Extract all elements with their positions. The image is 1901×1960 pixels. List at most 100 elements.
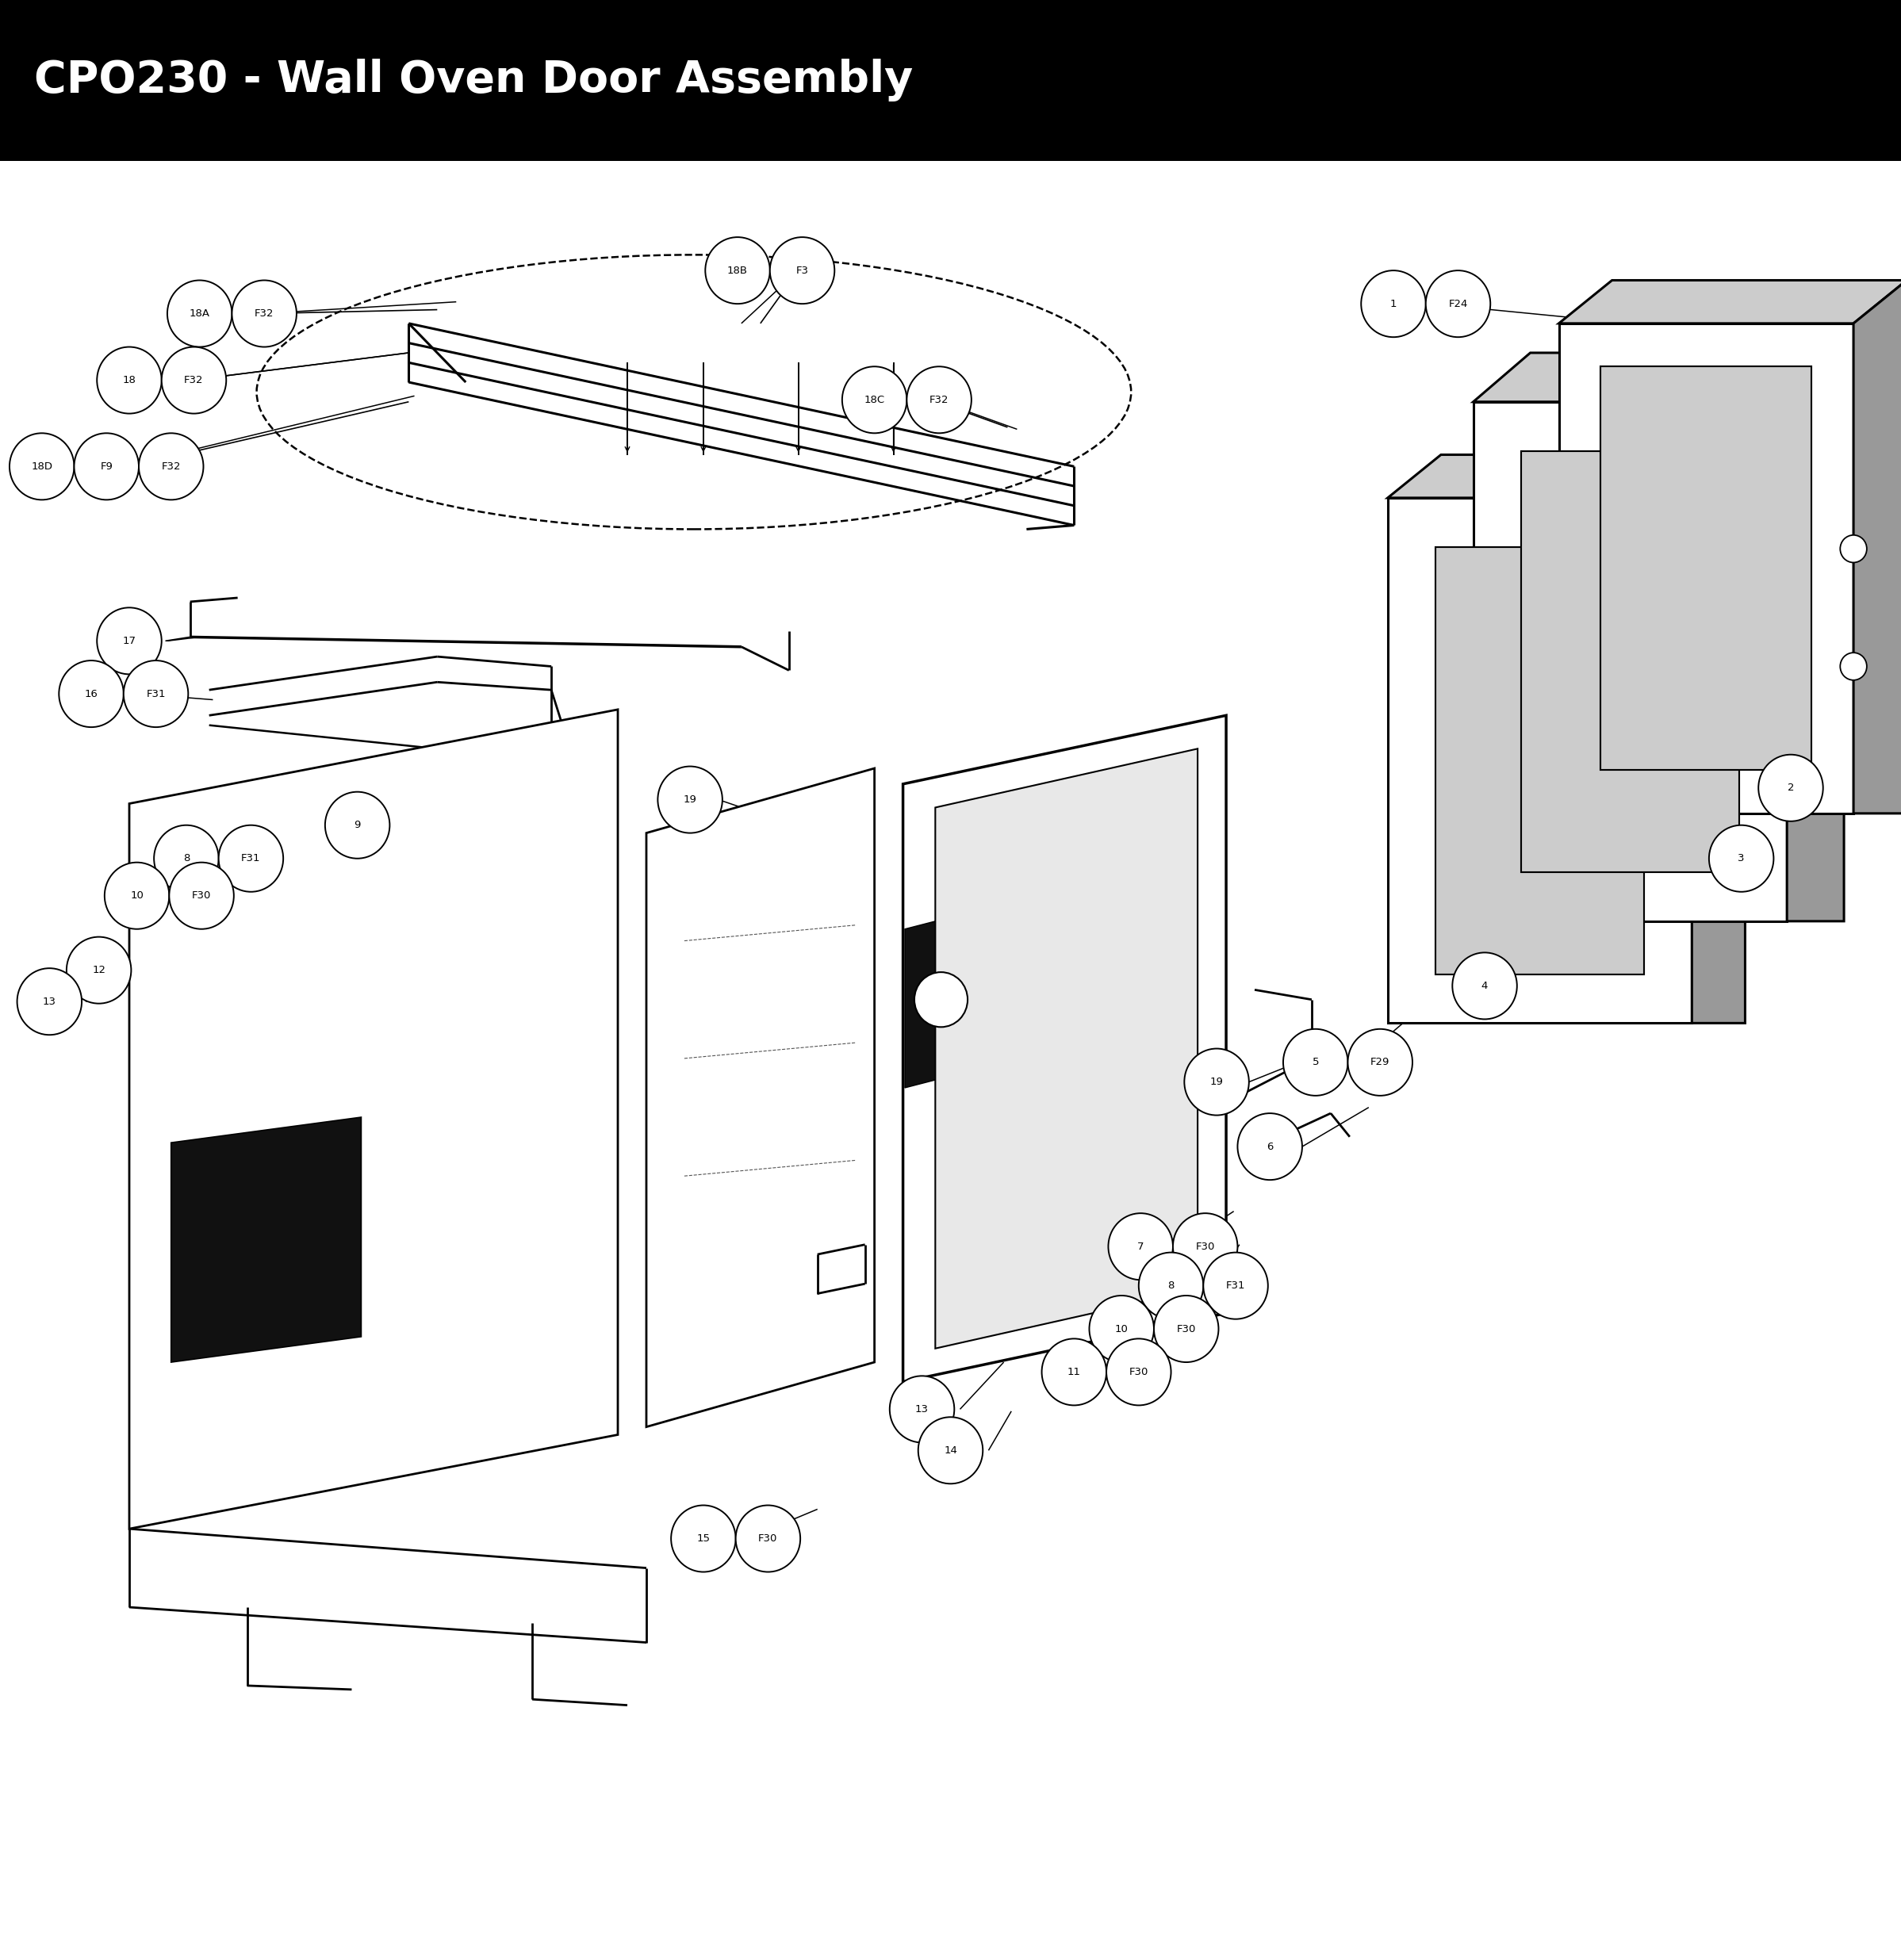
Text: 8: 8 (1167, 1280, 1175, 1292)
Bar (0, 0, 1901, 161)
Circle shape (67, 937, 131, 1004)
Text: 12: 12 (91, 964, 106, 976)
Text: 18D: 18D (30, 461, 53, 472)
Text: 13: 13 (42, 996, 57, 1007)
Text: 16: 16 (84, 688, 99, 700)
Circle shape (1709, 825, 1774, 892)
Circle shape (770, 237, 835, 304)
Text: 13: 13 (914, 1403, 930, 1415)
Text: 15: 15 (696, 1533, 711, 1544)
Text: 14: 14 (943, 1445, 958, 1456)
Circle shape (1348, 1029, 1412, 1096)
Polygon shape (1388, 455, 1745, 498)
Polygon shape (129, 710, 618, 1529)
Circle shape (907, 367, 971, 433)
Circle shape (97, 608, 162, 674)
Polygon shape (1559, 323, 1853, 813)
Text: 9: 9 (354, 819, 361, 831)
Text: F3: F3 (797, 265, 808, 276)
Text: 5: 5 (1312, 1056, 1319, 1068)
Polygon shape (171, 1117, 361, 1362)
Circle shape (1238, 1113, 1302, 1180)
Text: F30: F30 (758, 1533, 778, 1544)
Polygon shape (903, 715, 1226, 1382)
Circle shape (1758, 755, 1823, 821)
Text: F30: F30 (1177, 1323, 1196, 1335)
Circle shape (17, 968, 82, 1035)
Circle shape (10, 433, 74, 500)
Circle shape (97, 347, 162, 414)
Circle shape (658, 766, 722, 833)
Circle shape (1283, 1029, 1348, 1096)
Text: F32: F32 (162, 461, 181, 472)
Text: CPO230 - Wall Oven Door Assembly: CPO230 - Wall Oven Door Assembly (34, 59, 912, 102)
Text: F31: F31 (241, 853, 260, 864)
Polygon shape (935, 749, 1198, 1348)
Circle shape (154, 825, 219, 892)
Text: F24: F24 (1449, 298, 1468, 310)
Polygon shape (1787, 353, 1844, 921)
Circle shape (842, 367, 907, 433)
Circle shape (671, 1505, 736, 1572)
Polygon shape (1559, 280, 1901, 323)
Text: F9: F9 (101, 461, 112, 472)
Circle shape (1154, 1296, 1219, 1362)
Text: F32: F32 (184, 374, 203, 386)
Polygon shape (646, 768, 874, 1427)
Circle shape (914, 972, 968, 1027)
Polygon shape (1853, 280, 1901, 813)
Circle shape (1089, 1296, 1154, 1362)
Text: 3: 3 (1738, 853, 1745, 864)
Text: 18C: 18C (865, 394, 884, 406)
Text: 18B: 18B (728, 265, 747, 276)
Polygon shape (905, 921, 935, 1088)
Circle shape (1173, 1213, 1238, 1280)
Polygon shape (1521, 451, 1739, 872)
Circle shape (1452, 953, 1517, 1019)
Circle shape (1042, 1339, 1106, 1405)
Circle shape (139, 433, 203, 500)
Text: F30: F30 (1129, 1366, 1148, 1378)
Text: F30: F30 (1196, 1241, 1215, 1252)
Circle shape (162, 347, 226, 414)
Text: 4: 4 (1481, 980, 1488, 992)
Circle shape (1840, 535, 1867, 563)
Circle shape (325, 792, 390, 858)
Circle shape (1426, 270, 1490, 337)
Circle shape (232, 280, 297, 347)
Circle shape (167, 280, 232, 347)
Circle shape (1840, 653, 1867, 680)
Polygon shape (1388, 498, 1692, 1023)
Text: F29: F29 (1371, 1056, 1390, 1068)
Circle shape (890, 1376, 954, 1443)
Text: 19: 19 (1209, 1076, 1224, 1088)
Text: 18: 18 (122, 374, 137, 386)
Text: 19: 19 (682, 794, 698, 806)
Circle shape (705, 237, 770, 304)
Text: 17: 17 (122, 635, 137, 647)
Circle shape (74, 433, 139, 500)
Circle shape (1106, 1339, 1171, 1405)
Text: 10: 10 (129, 890, 144, 902)
Circle shape (59, 661, 124, 727)
Circle shape (105, 862, 169, 929)
Text: 8: 8 (182, 853, 190, 864)
Text: F30: F30 (192, 890, 211, 902)
Circle shape (1203, 1252, 1268, 1319)
Text: F32: F32 (255, 308, 274, 319)
Polygon shape (1601, 367, 1812, 770)
Circle shape (169, 862, 234, 929)
Polygon shape (1473, 353, 1844, 402)
Circle shape (1108, 1213, 1173, 1280)
Text: F32: F32 (930, 394, 949, 406)
Polygon shape (1473, 402, 1787, 921)
Text: 6: 6 (1266, 1141, 1274, 1152)
Text: 2: 2 (1787, 782, 1795, 794)
Text: F31: F31 (146, 688, 165, 700)
Circle shape (219, 825, 283, 892)
Text: 10: 10 (1114, 1323, 1129, 1335)
Polygon shape (1692, 455, 1745, 1023)
Text: 18A: 18A (190, 308, 209, 319)
Text: F31: F31 (1226, 1280, 1245, 1292)
Circle shape (1139, 1252, 1203, 1319)
